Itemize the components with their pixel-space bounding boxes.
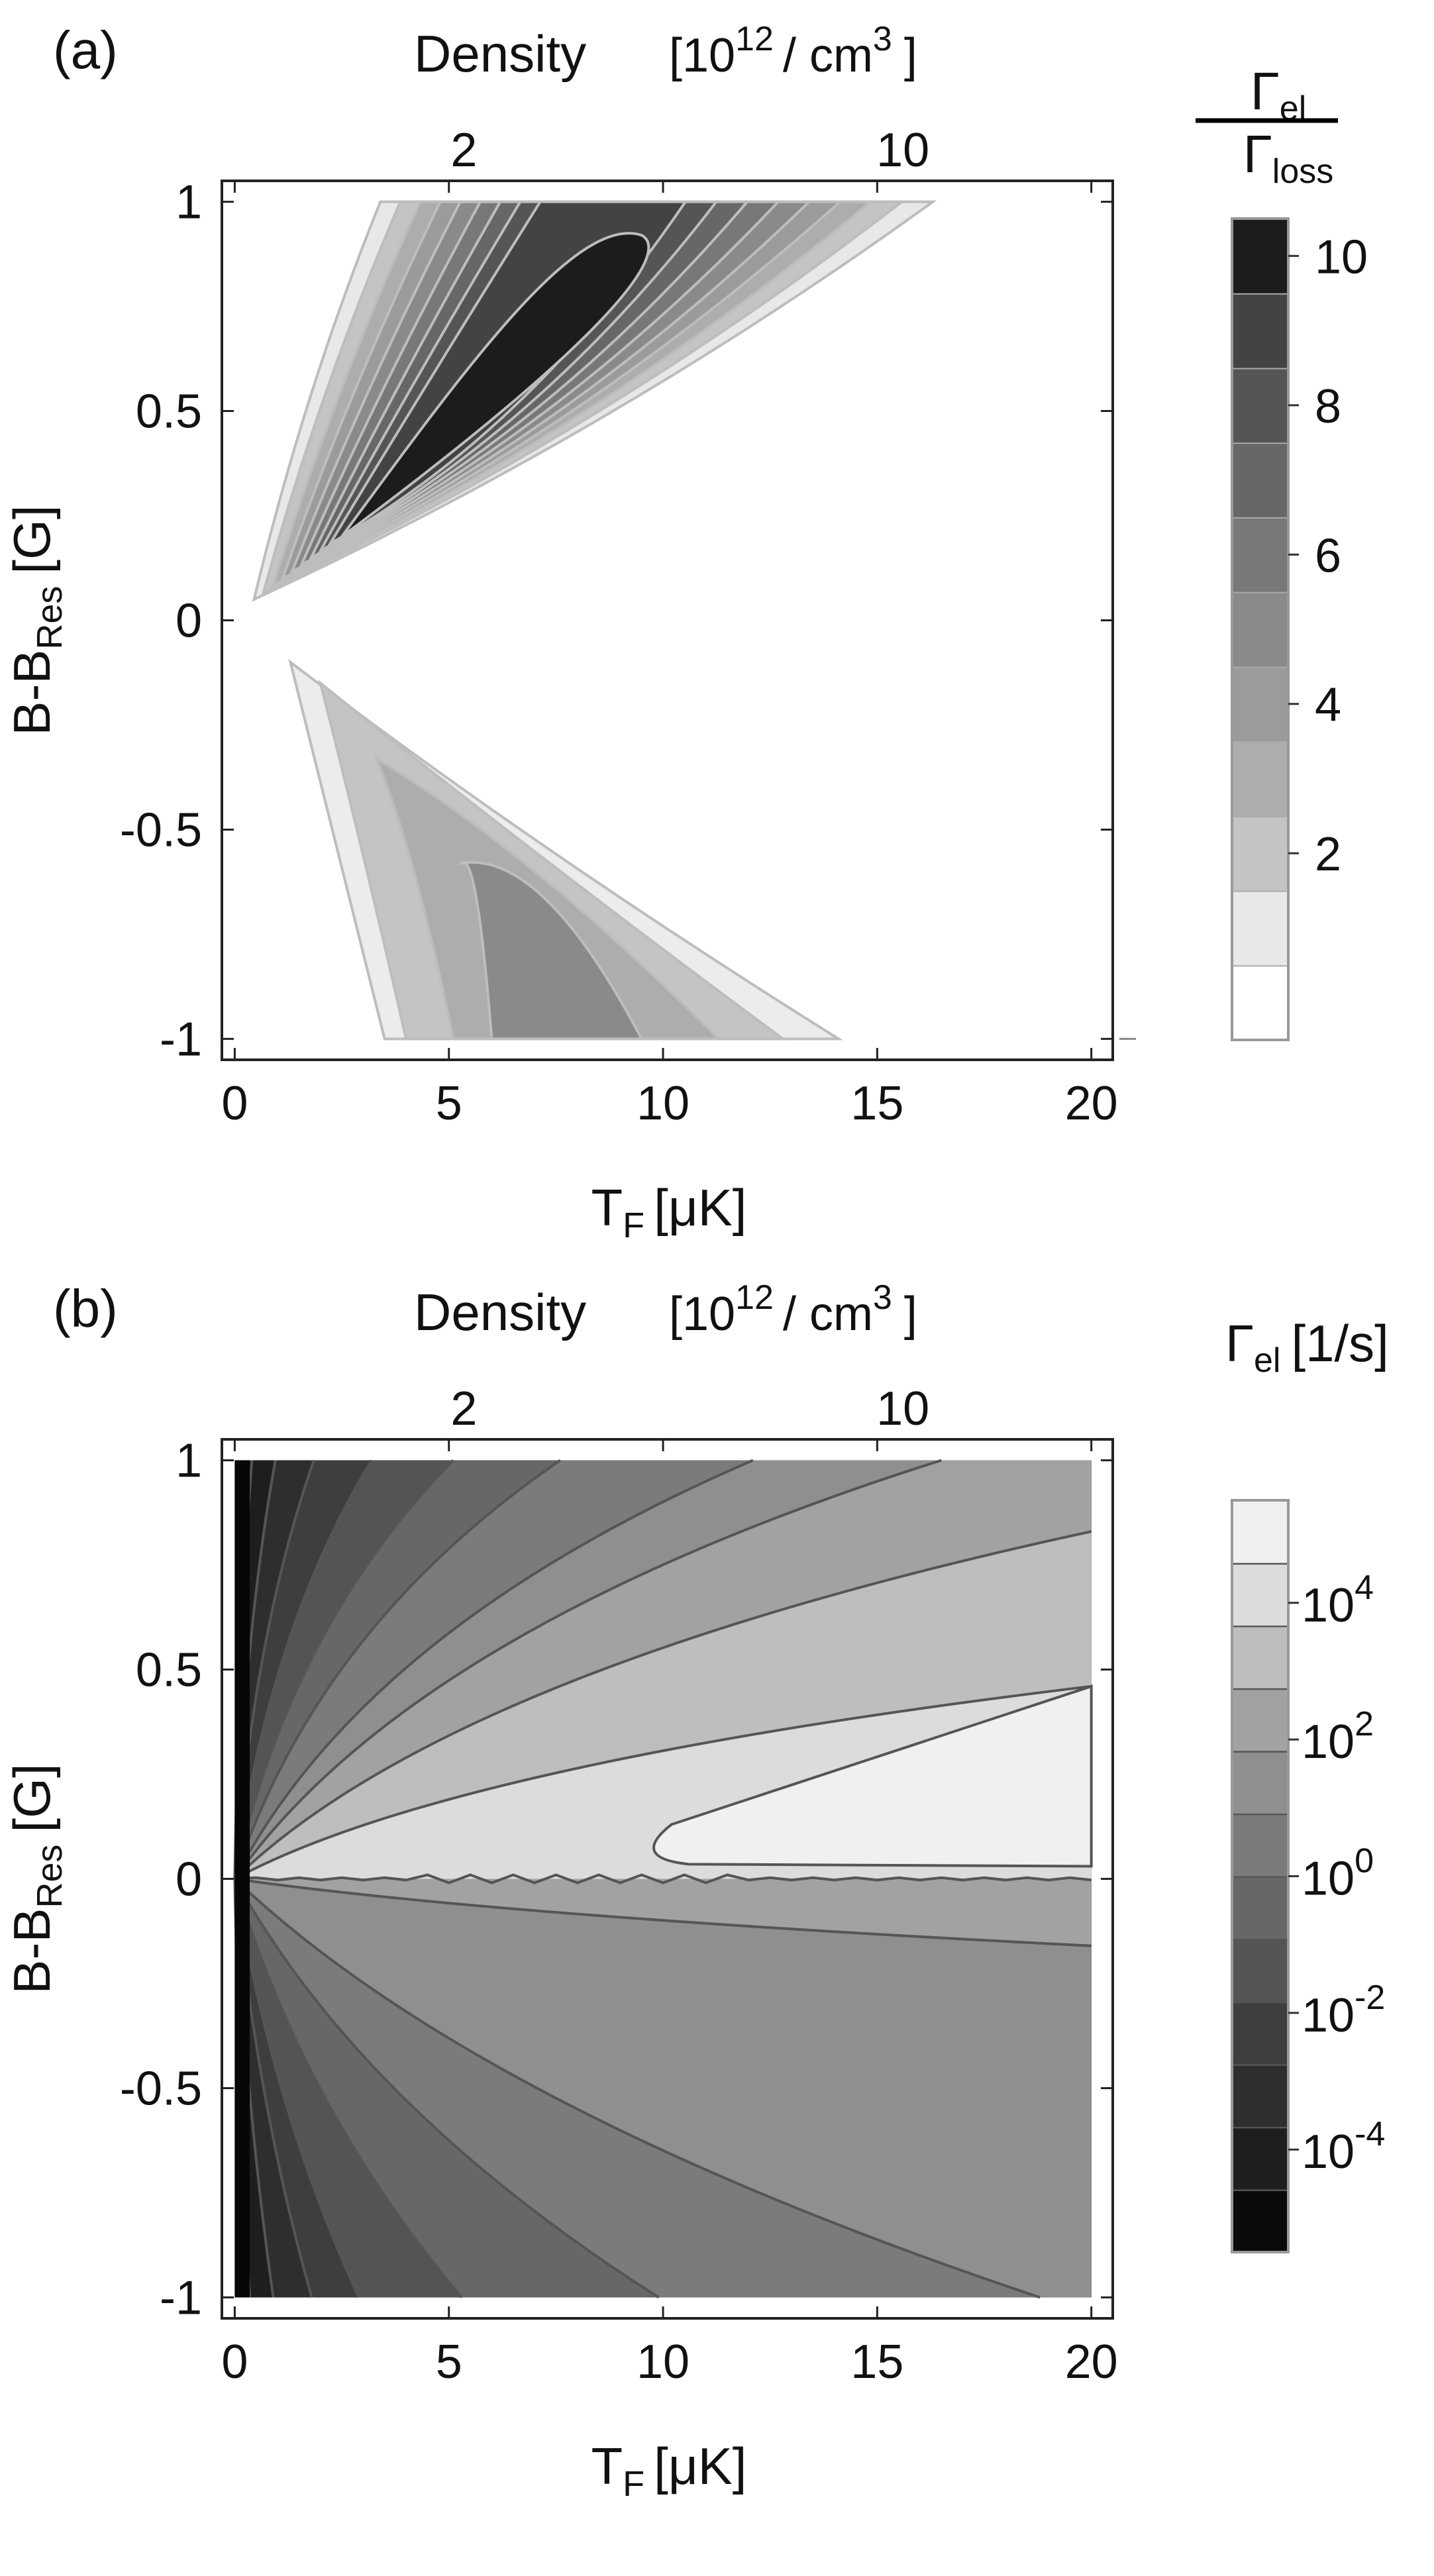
y-tick-label: 0.5	[136, 386, 202, 438]
colorbar-swatch	[1232, 1876, 1288, 1939]
contour-line-upper	[234, 1684, 1092, 1880]
colorbar-swatch	[1232, 2064, 1288, 2127]
colorbar-swatch	[1232, 368, 1288, 443]
y-axis-label: B-BRes[G]	[3, 1763, 70, 1994]
colorbar-tick-label: 4	[1315, 679, 1341, 732]
band-fill-lower	[234, 1879, 1092, 2298]
colorbar-swatch	[1232, 2126, 1288, 2190]
top-tick-label: 10	[876, 124, 929, 177]
colorbar-tick-label: 104	[1302, 1569, 1374, 1632]
x-axis-label: TF [μK]	[591, 2437, 747, 2504]
contour-line-lower	[233, 1878, 660, 2299]
x-tick-label: 10	[637, 1077, 690, 1130]
colorbar-swatch	[1232, 965, 1288, 1040]
x-tick-label: 20	[1065, 1077, 1118, 1130]
colorbar-swatch	[1232, 741, 1288, 816]
colorbar-tick-label: 10	[1315, 231, 1368, 283]
colorbar-swatch	[1232, 2189, 1288, 2252]
colorbar-tick-label: 102	[1302, 1705, 1374, 1769]
colorbar-swatch	[1232, 666, 1288, 742]
panel-label: (a)	[53, 21, 118, 79]
contour-line-lower	[233, 1878, 463, 2298]
colorbar-swatch	[1232, 1813, 1288, 1877]
colorbar-title: Γel [1/s]	[1225, 1314, 1389, 1380]
dark-edge-stripe	[234, 1460, 250, 2298]
colorbar-swatch	[1232, 1688, 1288, 1751]
y-tick-label: 0.5	[136, 1644, 202, 1697]
x-axis-label: TF [μK]	[591, 1178, 747, 1245]
y-tick-label: -1	[160, 1013, 202, 1066]
top-axis-unit: [1012/ cm3]	[669, 1278, 917, 1341]
y-tick-label: 1	[176, 176, 202, 229]
contour-band-lower	[373, 755, 722, 1041]
x-tick-label: 0	[221, 2336, 248, 2389]
colorbar-swatch	[1232, 1751, 1288, 1814]
contour-inner-lobe	[652, 1684, 1093, 1868]
contour-line-upper	[234, 1530, 1092, 1880]
colorbar-tick-label: 6	[1315, 529, 1341, 582]
y-axis-label: B-BRes[G]	[3, 505, 70, 735]
panel-b-axes: 0 5 10 15 20 1 0.5 0 -0.5 -1 2 10 (b) Density [1012/ c…	[3, 1278, 1118, 2504]
contour-line-upper	[233, 1459, 754, 1880]
colorbar-swatch	[1232, 1563, 1288, 1626]
colorbar-swatch	[1232, 442, 1288, 517]
colorbar-title-denominator: Γloss	[1243, 125, 1334, 191]
x-tick-label: 0	[221, 1077, 248, 1130]
y-tick-label: -1	[160, 2271, 202, 2324]
contour-line-lower	[234, 1877, 1092, 1947]
colorbar-swatch	[1232, 517, 1288, 592]
x-tick-label: 15	[850, 2336, 903, 2389]
colorbar-swatch	[1232, 592, 1288, 667]
colorbar-tick-label: 100	[1302, 1842, 1374, 1906]
colorbar-swatch	[1232, 219, 1288, 293]
panel-a-plot	[222, 181, 1136, 1060]
colorbar-title-numerator: Γel	[1251, 62, 1307, 128]
contour-line-lower	[234, 1878, 1041, 2299]
contour-band-lower	[457, 860, 644, 1041]
colorbar-tick-label: 8	[1315, 380, 1341, 433]
x-tick-label: 5	[436, 1077, 462, 1130]
panel-label: (b)	[53, 1279, 118, 1338]
colorbar-swatch	[1232, 293, 1288, 368]
colorbar-frame	[1231, 217, 1290, 1041]
x-tick-label: 15	[850, 1077, 903, 1130]
x-tick-label: 20	[1065, 2336, 1118, 2389]
x-tick-label: 10	[637, 2336, 690, 2389]
colorbar-b: 104 102 100 10-2 10-4 Γel [1/s]	[1225, 1314, 1389, 2253]
band-fill-lower	[234, 1879, 1092, 1946]
top-tick-label: 10	[876, 1382, 929, 1435]
y-tick-label: 1	[176, 1435, 202, 1488]
colorbar-tick-label: 10-2	[1302, 1979, 1385, 2042]
x-tick-label: 5	[436, 2336, 462, 2389]
colorbar-swatch	[1232, 2001, 1288, 2065]
panel-b-plot	[222, 1439, 1113, 2318]
colorbar-swatch	[1232, 815, 1288, 891]
colorbar-swatch	[1232, 1500, 1288, 1563]
colorbar-swatch	[1232, 1625, 1288, 1688]
colorbar-tick-label: 2	[1315, 828, 1341, 881]
contour-line-upper	[233, 1459, 942, 1880]
colorbar-tick-label: 10-4	[1302, 2115, 1385, 2179]
top-axis-unit: [1012/ cm3]	[669, 20, 917, 82]
top-tick-label: 2	[450, 1382, 477, 1435]
colorbar-swatch	[1232, 890, 1288, 966]
panel-a-axes: 0 5 10 15 20 1 0.5 0 -0.5 -1 2 10 (a) Density [1012/ c…	[3, 20, 1118, 1245]
colorbar-swatch	[1232, 1939, 1288, 2002]
y-tick-label: -0.5	[120, 803, 202, 856]
contour-line-zero	[234, 1873, 1092, 1884]
top-axis-title: Density	[414, 1283, 586, 1341]
contour-line-upper	[233, 1459, 454, 1879]
y-tick-label: 0	[176, 1853, 202, 1906]
top-axis-title: Density	[414, 25, 586, 83]
y-tick-label: -0.5	[120, 2062, 202, 2115]
top-tick-label: 2	[450, 124, 477, 177]
y-tick-label: 0	[176, 595, 202, 648]
contour-core-upper	[340, 232, 650, 538]
contour-line-upper	[233, 1459, 561, 1880]
